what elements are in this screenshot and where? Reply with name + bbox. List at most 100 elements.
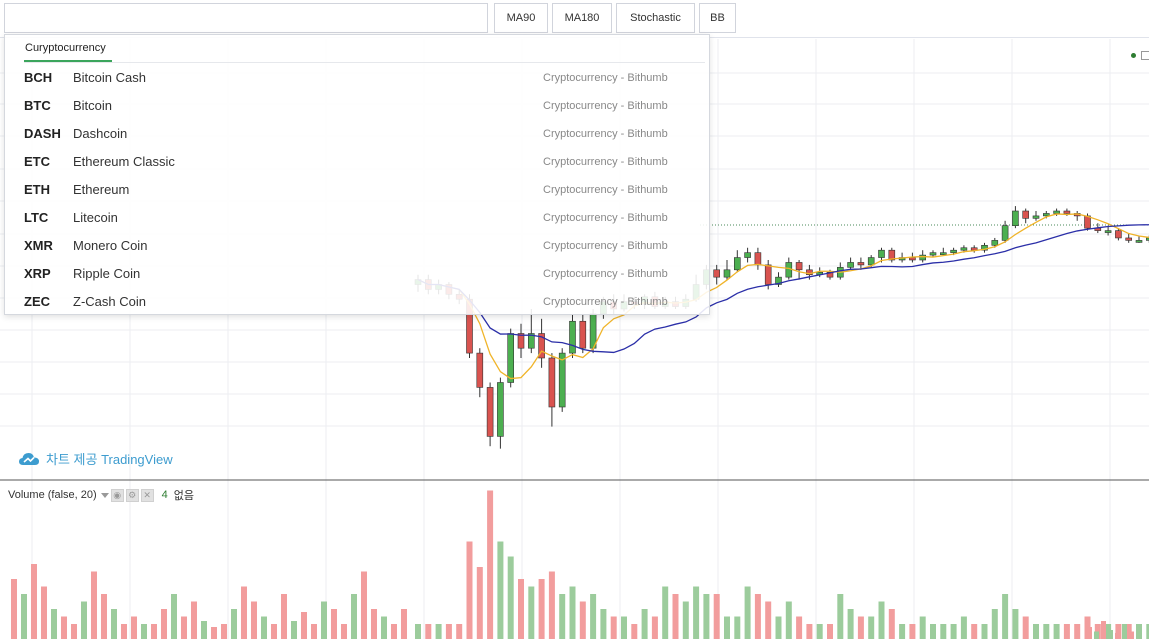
candle-body (1001, 225, 1009, 241)
symbol-name: Ripple Coin (73, 266, 141, 281)
candle-body (806, 269, 813, 276)
candle-body (1115, 230, 1122, 239)
volume-bar (497, 541, 504, 639)
symbol-name: Bitcoin Cash (73, 70, 146, 85)
volume-value: 4 (161, 489, 168, 501)
volume-bar (311, 624, 317, 639)
volume-bar (191, 601, 197, 639)
stochastic-button[interactable]: Stochastic (616, 3, 695, 33)
candle-body (713, 269, 721, 278)
volume-bar (435, 624, 442, 639)
symbol-item-dash[interactable]: DASH Dashcoin Cryptocurrency - Bithumb (5, 119, 709, 147)
candle-body (878, 249, 885, 258)
volume-bar (919, 616, 926, 639)
volume-bar (991, 609, 998, 639)
volume-bar (960, 616, 967, 639)
candle-body (527, 333, 535, 349)
symbol-code: XMR (24, 238, 53, 253)
symbol-source: Cryptocurrency - Bithumb (543, 128, 668, 140)
candle-body (1053, 210, 1060, 214)
volume-bar (231, 609, 237, 639)
volume-bar (765, 601, 772, 639)
candle-body (497, 382, 504, 437)
volume-bar (899, 624, 906, 639)
volume-bar (672, 594, 679, 639)
volume-bar (1101, 621, 1106, 639)
volume-bar (341, 624, 347, 639)
symbol-source: Cryptocurrency - Bithumb (543, 296, 668, 308)
symbol-item-eth[interactable]: ETH Ethereum Cryptocurrency - Bithumb (5, 175, 709, 203)
tab-cryptocurrency[interactable]: Curyptocurrency (25, 42, 106, 54)
volume-bar (868, 616, 875, 639)
candle-body (981, 245, 988, 251)
volume-bar (888, 609, 895, 639)
symbol-name: Z-Cash Coin (73, 294, 146, 309)
volume-bar (662, 586, 669, 639)
volume-bar (1125, 624, 1132, 639)
volume-bar (837, 594, 844, 639)
symbol-item-ltc[interactable]: LTC Litecoin Cryptocurrency - Bithumb (5, 203, 709, 231)
candle-body (795, 262, 803, 271)
volume-bar (1033, 624, 1039, 639)
volume-bar (401, 609, 407, 639)
volume-legend-label: Volume (false, 20) (8, 489, 97, 501)
symbol-code: XRP (24, 266, 51, 281)
symbol-source: Cryptocurrency - Bithumb (543, 156, 668, 168)
symbol-item-zec[interactable]: ZEC Z-Cash Coin Cryptocurrency - Bithumb (5, 287, 709, 315)
volume-bar (31, 564, 37, 639)
candle-body (476, 352, 484, 388)
candle-body (929, 252, 937, 256)
symbol-name: Bitcoin (73, 98, 113, 113)
volume-bar (1087, 627, 1092, 639)
volume-bar (569, 586, 576, 639)
symbol-code: ETC (24, 154, 50, 169)
volume-bar (445, 624, 452, 639)
candle-body (867, 257, 875, 266)
symbol-name: Ethereum Classic (73, 154, 175, 169)
volume-bar (693, 586, 700, 639)
volume-bar (682, 601, 689, 639)
volume-bar (1115, 633, 1120, 639)
symbol-item-etc[interactable]: ETC Ethereum Classic Cryptocurrency - Bith… (5, 147, 709, 175)
bb-button[interactable]: BB (699, 3, 736, 33)
symbol-item-xrp[interactable]: XRP Ripple Coin Cryptocurrency - Bithumb (5, 259, 709, 287)
volume-bar (518, 579, 524, 639)
settings-icon[interactable]: ⚙ (125, 488, 139, 502)
volume-bar (1022, 616, 1029, 639)
candle-body (909, 257, 916, 261)
volume-bar (600, 609, 607, 639)
volume-bar (816, 624, 823, 639)
volume-bar (950, 624, 957, 639)
ma180-button[interactable]: MA180 (552, 3, 612, 33)
symbol-search-input[interactable] (4, 3, 488, 33)
volume-bar (181, 616, 187, 639)
candle-body (733, 257, 741, 271)
caret-down-icon[interactable] (100, 492, 109, 498)
ma90-button[interactable]: MA90 (494, 3, 548, 33)
volume-bar (971, 624, 978, 639)
tradingview-watermark[interactable]: 차트 제공 TradingView (18, 449, 173, 468)
volume-bar (1122, 624, 1127, 639)
volume-bar (559, 594, 566, 639)
eye-icon[interactable]: ◉ (110, 488, 124, 502)
volume-bar (538, 579, 545, 639)
symbol-item-bch[interactable]: BCH Bitcoin Cash Cryptocurrency - Bithumb (5, 63, 709, 91)
volume-bar (590, 594, 597, 639)
panel-toggle-icon[interactable] (1141, 51, 1149, 60)
volume-bar (796, 616, 803, 639)
candle-body (558, 352, 566, 408)
volume-bar (11, 579, 17, 639)
candle-body (507, 333, 515, 383)
volume-bar (271, 624, 277, 639)
volume-bar (909, 624, 916, 639)
candle-body (939, 252, 947, 255)
volume-bar (1136, 627, 1141, 639)
candle-body (1135, 240, 1143, 243)
status-dot-icon (1131, 53, 1136, 58)
candle-body (1022, 210, 1030, 219)
close-icon[interactable]: ✕ (140, 488, 154, 502)
symbol-item-xmr[interactable]: XMR Monero Coin Cryptocurrency - Bithumb (5, 231, 709, 259)
symbol-item-btc[interactable]: BTC Bitcoin Cryptocurrency - Bithumb (5, 91, 709, 119)
symbol-source: Cryptocurrency - Bithumb (543, 268, 668, 280)
candle-body (569, 320, 576, 354)
